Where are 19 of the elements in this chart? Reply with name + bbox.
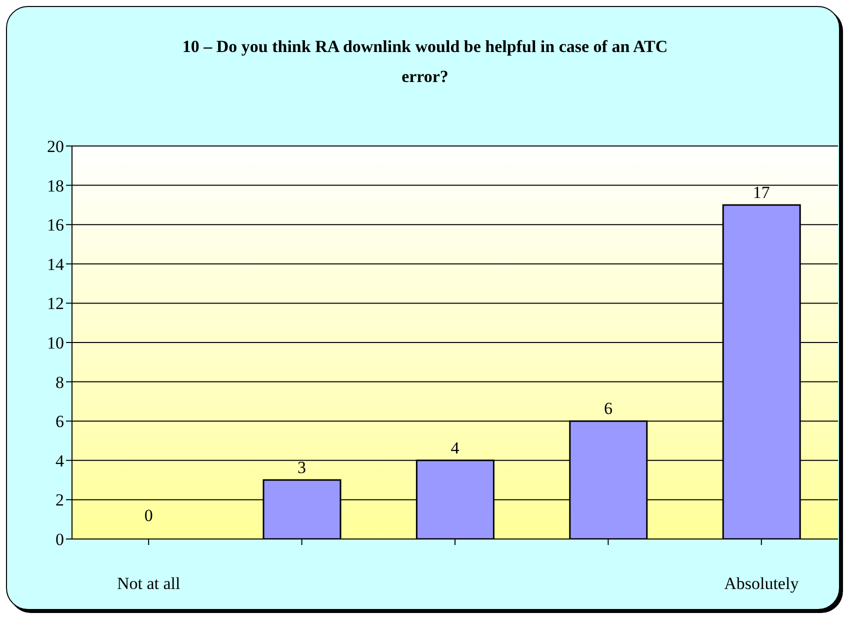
y-tick-label: 10 [47, 334, 64, 353]
y-tick-label: 6 [56, 412, 64, 432]
data-label: 4 [450, 438, 460, 458]
y-tick-label: 8 [56, 372, 64, 392]
chart-title: 10 – Do you think RA downlink would be helpful in case of an ATC error? [181, 36, 669, 88]
y-tick-label: 16 [47, 216, 64, 235]
data-label: 6 [604, 399, 612, 418]
y-tick-label: 12 [47, 294, 64, 314]
y-tick-label: 4 [56, 451, 64, 470]
x-tick-label: Absolutely [724, 574, 800, 594]
data-label: 3 [298, 458, 306, 478]
y-tick-label: 14 [47, 254, 64, 274]
y-tick-label: 0 [56, 530, 64, 550]
y-tick-label: 18 [47, 176, 64, 196]
data-label: 0 [144, 506, 153, 525]
x-tick-label: Not at all [116, 574, 181, 594]
y-tick-label: 20 [47, 137, 64, 156]
y-tick-label: 2 [56, 490, 64, 510]
data-label: 17 [752, 182, 770, 202]
